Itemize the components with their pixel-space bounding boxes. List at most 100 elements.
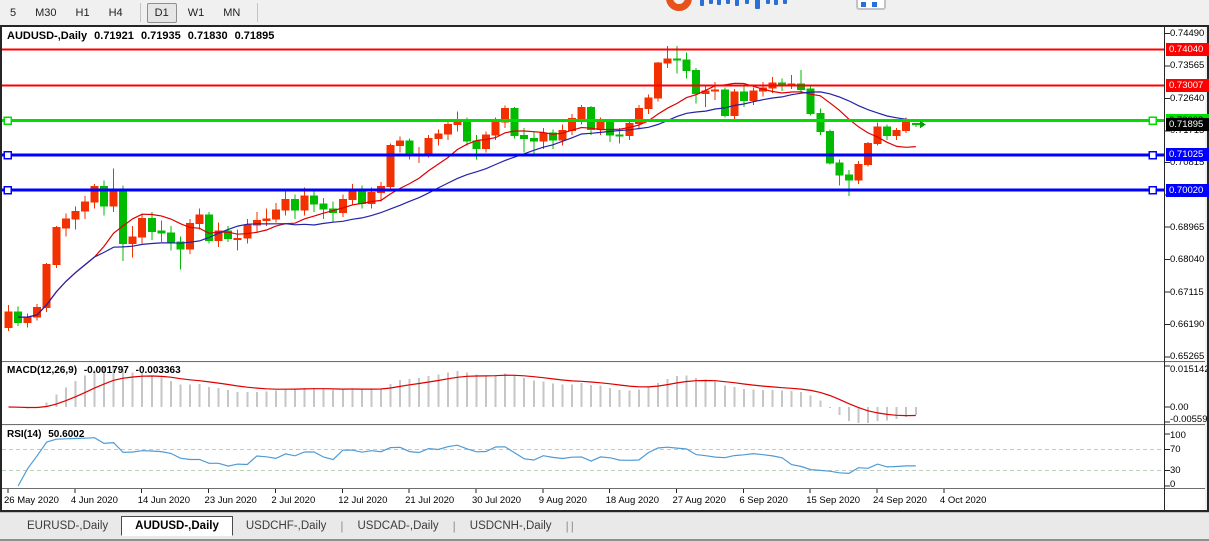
chart-tab-usdcad[interactable]: USDCAD-,Daily xyxy=(357,520,439,532)
tab-separator: | xyxy=(565,519,569,533)
rsi-axis-tick: 0 xyxy=(1170,479,1176,490)
candle-bull xyxy=(233,229,242,251)
logo-box-mark xyxy=(861,2,866,7)
candle-bull xyxy=(128,226,137,258)
price-axis-tick: 0.65265 xyxy=(1170,351,1205,363)
candle-bear xyxy=(806,85,815,116)
candle-bull xyxy=(90,183,99,209)
macd-axis-tick: 0.00 xyxy=(1170,401,1189,413)
candle-bull xyxy=(252,212,261,233)
logo-letter-fragment xyxy=(783,0,787,4)
price-axis-tick: 0.67115 xyxy=(1170,286,1204,298)
timeframe-button-h4[interactable]: H4 xyxy=(108,6,123,19)
macd-panel-divider-hl xyxy=(2,362,1205,363)
macd-label: MACD(12,26,9) -0.001797 -0.003363 xyxy=(7,365,185,376)
macd-main-value: -0.001797 xyxy=(83,365,129,376)
price-axis-separator xyxy=(1164,27,1165,510)
candle-bull xyxy=(644,94,653,114)
level-line-handle[interactable] xyxy=(3,185,12,195)
candle-bear xyxy=(520,127,529,153)
candle-bull xyxy=(23,313,32,328)
current-bar-marker-icon xyxy=(919,120,926,129)
level-line-handle[interactable] xyxy=(3,150,12,160)
logo-letter-fragment xyxy=(700,0,704,6)
timeframe-toolbar: 5 M30 H1 H4 D1 W1 MN xyxy=(0,0,1209,25)
timeframe-button-h1[interactable]: H1 xyxy=(75,6,90,19)
level-price-badge: 0.71025 xyxy=(1166,148,1209,162)
date-axis-label: 24 Sep 2020 xyxy=(873,495,927,506)
timeframe-button-5[interactable]: 5 xyxy=(10,6,17,19)
candle-bull xyxy=(61,213,70,237)
tab-separator: | xyxy=(340,519,344,533)
candle-bull xyxy=(186,219,194,254)
open-value: 0.71921 xyxy=(94,30,134,42)
logo-orange-arc xyxy=(666,0,692,11)
broker-logo xyxy=(660,0,910,13)
chart-tab-audusd[interactable]: AUDUSD-,Daily xyxy=(121,516,233,536)
price-axis-tick: 0.73565 xyxy=(1170,60,1205,72)
chart-plot[interactable] xyxy=(0,25,1209,512)
chart-tab-usdchf[interactable]: USDCHF-,Daily xyxy=(245,520,327,532)
candle-bull xyxy=(396,136,405,153)
candle-bear xyxy=(883,124,892,141)
candle-bear xyxy=(673,45,681,74)
current-price-badge: 0.71895 xyxy=(1166,117,1209,131)
timeframe-button-d1[interactable]: D1 xyxy=(146,2,177,23)
candle-bull xyxy=(243,219,252,244)
level-line-handle[interactable] xyxy=(1148,185,1157,195)
candle-bull xyxy=(539,127,548,149)
level-line-handle[interactable] xyxy=(1148,150,1157,160)
candle-bull xyxy=(443,120,452,141)
chart-title: AUDUSD-,Daily 0.71921 0.71935 0.71830 0.… xyxy=(7,30,278,42)
candle-bear xyxy=(147,212,156,240)
candle-bull xyxy=(262,208,271,226)
chart-tab-usdcnh[interactable]: USDCNH-,Daily xyxy=(469,520,552,532)
candle-bear xyxy=(844,169,853,197)
chart-tab-eurusd[interactable]: EURUSD-,Daily xyxy=(27,520,109,532)
timeframe-button-mn[interactable]: MN xyxy=(223,6,241,19)
candle-bull xyxy=(195,208,204,230)
date-axis-label: 2 Jul 2020 xyxy=(271,495,316,506)
candle-bull xyxy=(271,203,280,223)
date-axis-label: 23 Jun 2020 xyxy=(204,495,257,506)
candle-bull xyxy=(386,143,395,190)
candle-bull xyxy=(482,131,490,153)
candle-bull xyxy=(214,222,223,247)
rsi-axis-tick: 30 xyxy=(1170,464,1181,476)
level-price-badge: 0.73007 xyxy=(1166,78,1209,92)
candle-bear xyxy=(548,129,557,149)
candle-bear xyxy=(720,87,729,118)
logo-letter-fragment xyxy=(774,0,778,5)
candle-bull xyxy=(873,122,882,146)
logo-letter-fragment xyxy=(766,0,770,4)
candle-bear xyxy=(739,85,748,107)
candle-bull xyxy=(501,105,510,128)
candle-bear xyxy=(100,180,108,216)
date-axis-label: 6 Sep 2020 xyxy=(739,495,788,506)
date-axis-label: 26 May 2020 xyxy=(4,495,59,506)
level-price-badge: 0.74040 xyxy=(1166,42,1209,56)
price-axis-tick: 0.70815 xyxy=(1170,156,1205,168)
date-axis-label: 9 Aug 2020 xyxy=(538,495,587,506)
level-line-handle[interactable] xyxy=(1148,116,1157,125)
tab-separator: | xyxy=(570,519,574,533)
rsi-name: RSI(14) xyxy=(7,429,42,440)
candle-bear xyxy=(310,190,319,212)
date-axis-label: 4 Oct 2020 xyxy=(939,495,987,506)
timeframe-button-w1[interactable]: W1 xyxy=(187,6,205,19)
timeframe-button-m30[interactable]: M30 xyxy=(35,6,57,19)
candle-bear xyxy=(291,194,299,219)
macd-panel-divider[interactable] xyxy=(2,361,1205,362)
rsi-panel-divider[interactable] xyxy=(2,424,1205,425)
logo-letter-fragment xyxy=(745,0,749,4)
level-price-badge: 0.70020 xyxy=(1166,183,1209,197)
candle-bull xyxy=(730,89,739,119)
candle-bull xyxy=(568,113,576,135)
level-line-handle[interactable] xyxy=(3,116,12,125)
rsi-label: RSI(14) 50.6002 xyxy=(7,429,88,440)
moving-average-line xyxy=(18,82,916,318)
candle-bear xyxy=(14,306,23,326)
date-axis-label: 4 Jun 2020 xyxy=(70,495,118,506)
high-value: 0.71935 xyxy=(140,30,181,42)
